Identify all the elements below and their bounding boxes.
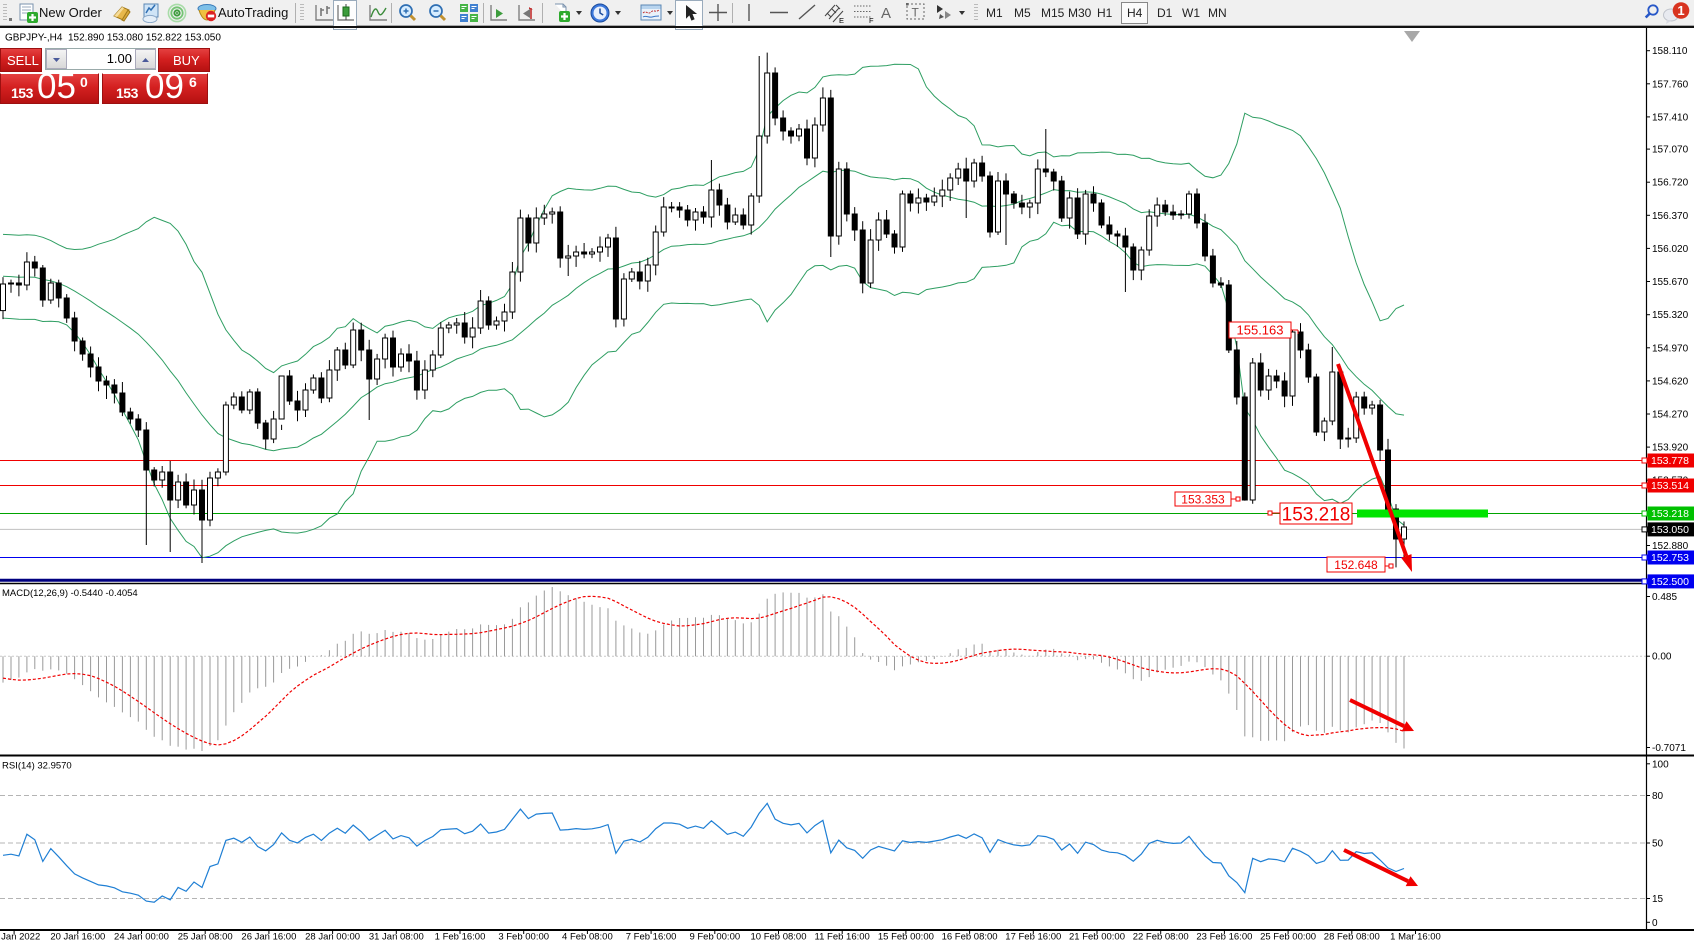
svg-text:0: 0 [1652,918,1658,929]
svg-text:10 Feb 08:00: 10 Feb 08:00 [751,932,807,941]
svg-text:7 Feb 16:00: 7 Feb 16:00 [626,932,677,941]
svg-text:17 Feb 16:00: 17 Feb 16:00 [1005,932,1061,941]
svg-text:152.648: 152.648 [1334,558,1378,572]
svg-text:153.218: 153.218 [1651,508,1689,520]
svg-text:157.070: 157.070 [1652,145,1689,156]
svg-text:15 Feb 00:00: 15 Feb 00:00 [878,932,934,941]
svg-text:152.500: 152.500 [1651,576,1689,588]
svg-text:1 Mar 16:00: 1 Mar 16:00 [1390,932,1441,941]
svg-text:155.163: 155.163 [1237,323,1284,338]
svg-text:153.920: 153.920 [1652,443,1689,454]
svg-text:23 Feb 16:00: 23 Feb 16:00 [1196,932,1252,941]
svg-text:28 Jan 00:00: 28 Jan 00:00 [305,932,360,941]
svg-text:158.110: 158.110 [1652,46,1688,57]
svg-text:9 Feb 00:00: 9 Feb 00:00 [689,932,740,941]
svg-text:11 Feb 16:00: 11 Feb 16:00 [815,932,870,941]
svg-text:153.218: 153.218 [1282,504,1351,525]
svg-text:16 Feb 08:00: 16 Feb 08:00 [942,932,998,941]
svg-text:20 Jan 16:00: 20 Jan 16:00 [50,932,105,941]
svg-text:153.514: 153.514 [1651,480,1689,492]
svg-text:154.970: 154.970 [1652,343,1689,354]
svg-text:157.760: 157.760 [1652,79,1689,90]
svg-text:28 Feb 08:00: 28 Feb 08:00 [1324,932,1380,941]
svg-text:50: 50 [1652,839,1664,850]
svg-text:155.670: 155.670 [1652,277,1689,288]
svg-text:0.00: 0.00 [1652,652,1672,663]
svg-text:E: E [839,16,844,24]
svg-text:153.778: 153.778 [1651,455,1689,467]
svg-text:100: 100 [1652,759,1669,770]
svg-text:GBPJPY-,H4 152.890 153.080 15: GBPJPY-,H4 152.890 153.080 152.822 153.0… [5,33,221,44]
svg-text:157.410: 157.410 [1652,112,1689,123]
svg-text:RSI(14) 32.9570: RSI(14) 32.9570 [2,761,72,772]
svg-text:3 Feb 00:00: 3 Feb 00:00 [498,932,549,941]
svg-text:15: 15 [1652,894,1664,905]
svg-text:26 Jan 16:00: 26 Jan 16:00 [241,932,296,941]
svg-text:-0.7071: -0.7071 [1652,743,1686,754]
svg-text:156.020: 156.020 [1652,244,1689,255]
svg-text:1: 1 [1677,3,1684,18]
svg-text:4 Feb 08:00: 4 Feb 08:00 [562,932,613,941]
svg-text:F: F [869,16,874,24]
svg-text:152.753: 152.753 [1651,552,1689,564]
svg-text:22 Feb 08:00: 22 Feb 08:00 [1133,932,1189,941]
svg-text:154.620: 154.620 [1652,376,1689,387]
svg-text:1 Feb 16:00: 1 Feb 16:00 [435,932,486,941]
svg-text:24 Jan 00:00: 24 Jan 00:00 [114,932,169,941]
svg-text:154.270: 154.270 [1652,410,1689,421]
svg-text:18 Jan 2022: 18 Jan 2022 [0,932,40,941]
svg-text:153.353: 153.353 [1181,492,1225,506]
svg-text:80: 80 [1652,791,1664,802]
svg-text:156.720: 156.720 [1652,178,1689,189]
svg-text:152.880: 152.880 [1652,541,1689,552]
svg-text:21 Feb 00:00: 21 Feb 00:00 [1069,932,1125,941]
svg-text:25 Feb 00:00: 25 Feb 00:00 [1260,932,1316,941]
svg-text:A: A [881,5,891,22]
svg-text:156.370: 156.370 [1652,211,1689,222]
svg-text:MACD(12,26,9) -0.5440 -0.4054: MACD(12,26,9) -0.5440 -0.4054 [2,588,138,599]
svg-text:155.320: 155.320 [1652,310,1689,321]
svg-text:31 Jan 08:00: 31 Jan 08:00 [369,932,424,941]
svg-text:153.050: 153.050 [1651,524,1689,536]
svg-text:25 Jan 08:00: 25 Jan 08:00 [178,932,233,941]
svg-text:0.485: 0.485 [1652,592,1677,603]
svg-text:T: T [912,6,920,20]
